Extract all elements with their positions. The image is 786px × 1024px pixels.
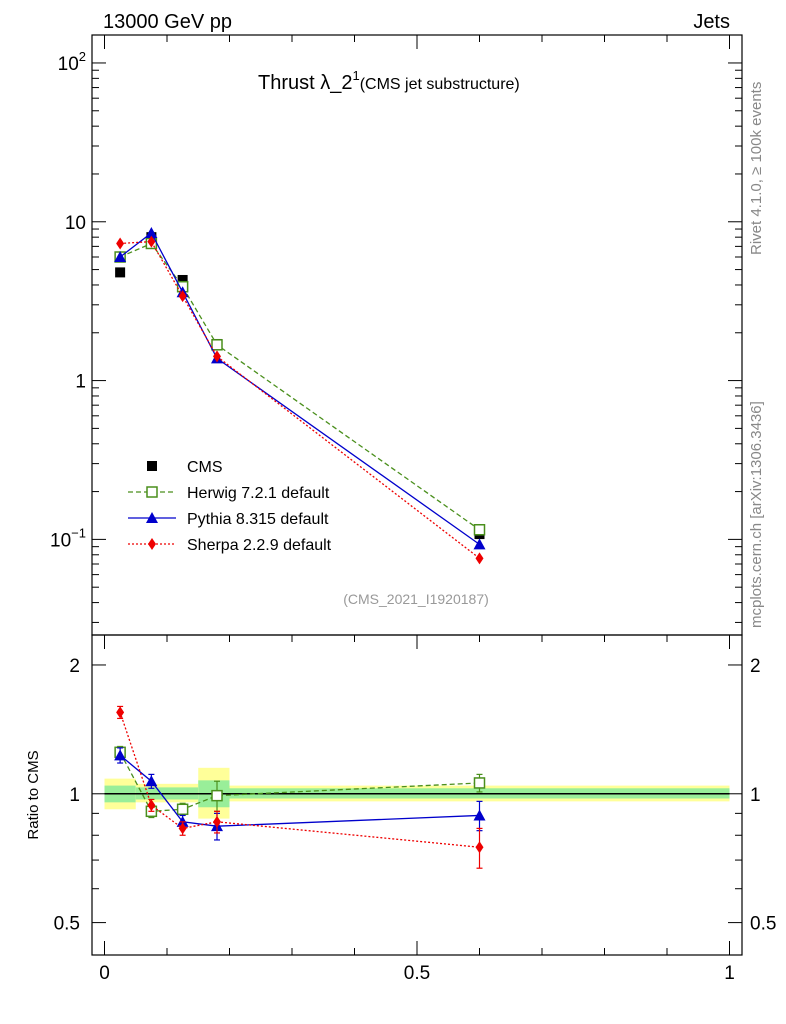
ratio-y-tick-label: 0.5 bbox=[54, 914, 80, 935]
series-sherpa bbox=[116, 235, 484, 565]
ratio-y-tick-label: 2 bbox=[69, 656, 80, 677]
legend-marker-herwig bbox=[146, 486, 158, 498]
ratio-y-tick-label-right: 2 bbox=[750, 656, 761, 677]
ratio-y-axis-label: Ratio to CMS bbox=[25, 750, 42, 839]
y-tick-label: 102 bbox=[58, 49, 86, 75]
data-point-sherpa bbox=[116, 237, 125, 250]
data-point-sherpa bbox=[178, 290, 187, 303]
ratio-y-tick-label-right: 1 bbox=[750, 785, 761, 806]
data-point-cms bbox=[177, 274, 188, 285]
ratio-point-sherpa bbox=[475, 841, 484, 854]
x-tick-label: 0.5 bbox=[404, 963, 430, 984]
y-tick-label: 1 bbox=[75, 372, 86, 393]
main-series-group bbox=[114, 226, 486, 565]
ratio-point-pythia bbox=[114, 749, 127, 761]
header-energy: 13000 GeV pp bbox=[103, 11, 232, 33]
legend-label-pythia: Pythia 8.315 default bbox=[187, 511, 329, 528]
ratio-line-sherpa bbox=[119, 712, 480, 848]
ratio-y-tick-label-right: 0.5 bbox=[750, 914, 776, 935]
ratio-point-sherpa bbox=[116, 706, 125, 719]
ratio-series-group bbox=[114, 705, 486, 869]
y-tick-label-exponent: −1 bbox=[71, 525, 86, 540]
data-point-cms bbox=[115, 267, 126, 278]
ratio-point-sherpa bbox=[147, 799, 156, 812]
data-point-pythia bbox=[145, 226, 158, 238]
ratio-line-herwig bbox=[119, 752, 480, 812]
mcplots-label: mcplots.cern.ch [arXiv:1306.3436] bbox=[748, 401, 765, 628]
header-process: Jets bbox=[693, 11, 730, 33]
data-point-sherpa bbox=[213, 350, 221, 363]
legend-marker-sherpa bbox=[148, 538, 156, 550]
ratio-axis-ticks: 0.5 0.5 1 1 2 2 0 0.5 1 bbox=[54, 35, 776, 984]
data-point-herwig bbox=[473, 523, 486, 536]
x-tick-label: 0 bbox=[99, 963, 110, 984]
legend-marker-cms bbox=[147, 461, 157, 471]
plot-title: Thrust λ_21(CMS jet substructure) bbox=[258, 68, 520, 94]
ratio-point-pythia bbox=[145, 775, 158, 787]
legend: CMS Herwig 7.2.1 default Pythia 8.315 defa… bbox=[128, 459, 332, 554]
y-tick-label: 10−1 bbox=[50, 525, 86, 551]
x-tick-label: 1 bbox=[724, 963, 735, 984]
series-line-sherpa bbox=[120, 240, 480, 559]
y-tick-label-base: 10 bbox=[50, 530, 71, 551]
data-point-sherpa bbox=[475, 552, 484, 565]
plot-title-text: Thrust λ_2 bbox=[258, 72, 352, 94]
rivet-version-label: Rivet 4.1.0, ≥ 100k events bbox=[748, 82, 765, 255]
data-point-herwig bbox=[211, 339, 223, 351]
ratio-point-sherpa bbox=[178, 822, 187, 835]
plot-title-superscript: 1 bbox=[352, 68, 359, 83]
ratio-point-herwig bbox=[211, 789, 223, 802]
ratio-series-sherpa bbox=[116, 705, 484, 869]
legend-label-herwig: Herwig 7.2.1 default bbox=[187, 485, 330, 502]
y-tick-label: 10 bbox=[65, 213, 86, 234]
ratio-plot-panel: 0.5 0.5 1 1 2 2 0 0.5 1 Ratio to CMS bbox=[25, 35, 776, 984]
y-tick-label-exponent: 2 bbox=[79, 49, 86, 64]
ratio-point-herwig bbox=[176, 803, 189, 816]
legend-marker-pythia bbox=[146, 512, 158, 523]
ratio-point-herwig bbox=[473, 777, 486, 789]
plot-subtitle: (CMS jet substructure) bbox=[360, 76, 520, 93]
analysis-watermark: (CMS_2021_I1920187) bbox=[343, 591, 489, 607]
ratio-point-pythia bbox=[473, 809, 486, 821]
y-tick-label-base: 10 bbox=[58, 54, 79, 75]
data-point-pythia bbox=[114, 251, 127, 263]
ratio-y-tick-label: 1 bbox=[69, 785, 80, 806]
data-point-sherpa bbox=[147, 235, 156, 248]
legend-label-sherpa: Sherpa 2.2.9 default bbox=[187, 537, 332, 554]
ratio-point-sherpa bbox=[213, 815, 221, 828]
data-point-pythia bbox=[473, 538, 486, 550]
legend-label-cms: CMS bbox=[187, 459, 223, 476]
